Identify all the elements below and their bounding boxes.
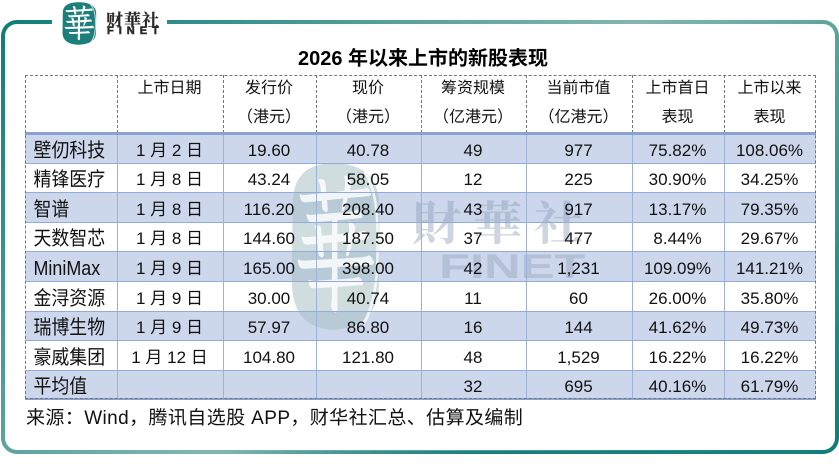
svg-text:華: 華 [62,1,95,46]
svg-text:華: 華 [292,158,379,335]
